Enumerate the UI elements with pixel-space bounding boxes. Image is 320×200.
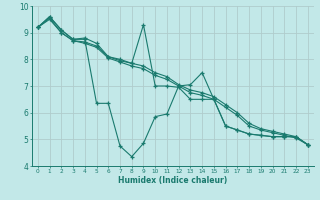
X-axis label: Humidex (Indice chaleur): Humidex (Indice chaleur) bbox=[118, 176, 228, 185]
